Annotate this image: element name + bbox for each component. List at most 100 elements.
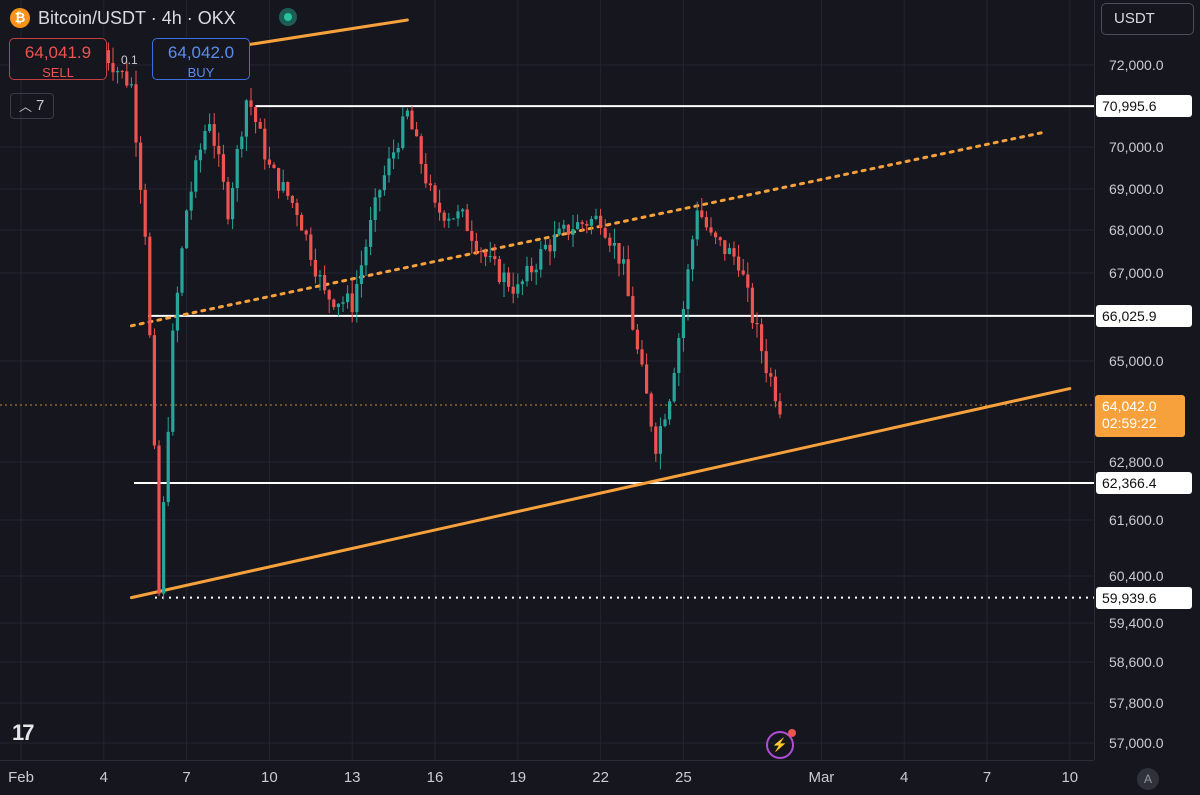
candle-body <box>272 164 276 169</box>
candle-body <box>608 237 612 246</box>
candle-body <box>520 281 524 285</box>
trendline-dotted <box>129 131 1044 328</box>
candle-body <box>332 299 336 308</box>
candle-body <box>594 215 598 220</box>
price-chart[interactable] <box>0 0 1094 760</box>
candle-body <box>346 293 350 303</box>
candle-body <box>557 228 561 235</box>
candle-body <box>516 284 520 294</box>
candle-body <box>778 401 782 415</box>
price-axis[interactable]: 72,000.0 70,000.0 69,000.0 68,000.0 67,000.0… <box>1094 0 1200 760</box>
candle-body <box>677 337 681 373</box>
candle-body <box>470 230 474 241</box>
candle-body <box>401 116 405 149</box>
candle-body <box>281 182 285 191</box>
spread-value: 0.1 <box>121 53 138 67</box>
candle-body <box>323 275 327 291</box>
price-tick-label: 69,000.0 <box>1109 181 1164 197</box>
candle-body <box>525 265 529 282</box>
candle-body <box>185 210 189 249</box>
candle-body <box>461 209 465 212</box>
candle-body <box>668 401 672 420</box>
candle-body <box>244 100 248 137</box>
price-tick-label: 68,000.0 <box>1109 222 1164 238</box>
time-axis[interactable]: Feb 4 7 10 13 16 19 22 25 Mar 4 7 10 <box>0 760 1094 795</box>
price-tick-label: 57,800.0 <box>1109 695 1164 711</box>
price-tick-label: 58,600.0 <box>1109 654 1164 670</box>
candle-body <box>162 502 166 594</box>
candle-body <box>378 190 382 198</box>
indicators-toggle[interactable]: ︿ 7 <box>10 93 54 119</box>
price-tick-label: 62,800.0 <box>1109 454 1164 470</box>
price-tick-label: 70,000.0 <box>1109 139 1164 155</box>
candle-body <box>175 292 179 331</box>
candle-body <box>488 256 492 258</box>
symbol-title[interactable]: Bitcoin/USDT · 4h · OKX <box>38 8 236 28</box>
candle-body <box>553 234 557 252</box>
candle-body <box>309 234 313 260</box>
candle-body <box>681 309 685 338</box>
candle-body <box>111 63 115 73</box>
auto-scale-button[interactable]: A <box>1137 768 1159 790</box>
current-price-tag: 64,042.0 02:59:22 <box>1095 395 1185 437</box>
time-tick-label: 4 <box>900 769 909 786</box>
chart-area[interactable]: ₿ Bitcoin/USDT · 4h · OKX 64,041.9 SELL … <box>0 0 1094 760</box>
candle-body <box>231 187 235 220</box>
time-tick-label: 16 <box>426 769 444 786</box>
tradingview-logo-icon[interactable]: 17 <box>12 720 35 745</box>
candle-body <box>760 324 764 352</box>
candle-body <box>433 185 437 203</box>
buy-button[interactable]: 64,042.0 BUY <box>152 38 250 80</box>
candle-body <box>589 219 593 226</box>
currency-select[interactable]: USDT <box>1101 3 1194 35</box>
candle-body <box>750 287 754 323</box>
candle-body <box>410 110 414 130</box>
candle-body <box>212 124 216 146</box>
candle-body <box>424 164 428 184</box>
candle-body <box>364 246 368 266</box>
time-tick-label: 10 <box>1061 769 1079 786</box>
candle-body <box>649 393 653 427</box>
candle-body <box>548 244 552 252</box>
candle-body <box>189 191 193 211</box>
price-tick-label: 59,400.0 <box>1109 615 1164 631</box>
bitcoin-logo-icon: ₿ <box>10 8 30 28</box>
candle-body <box>658 426 662 454</box>
horizontal-levels <box>0 105 1094 599</box>
candle-body <box>373 197 377 221</box>
candle-body <box>576 222 580 230</box>
time-tick-label: Feb <box>8 769 34 786</box>
time-tick-label: 19 <box>509 769 527 786</box>
candle-body <box>530 265 534 273</box>
candle-body <box>286 182 290 196</box>
flash-icon[interactable]: ⚡ <box>766 729 796 759</box>
candle-body <box>755 322 759 325</box>
candle-body <box>166 431 170 503</box>
candle-body <box>217 145 221 155</box>
candle-body <box>465 209 469 231</box>
candle-body <box>369 220 373 247</box>
time-tick-label: 7 <box>182 769 191 786</box>
candle-body <box>313 259 317 277</box>
candle-body <box>456 211 460 219</box>
candle-body <box>695 210 699 240</box>
candle-body <box>654 426 658 454</box>
candle-body <box>539 249 543 270</box>
chart-grid <box>0 0 1094 760</box>
time-tick-label: 10 <box>261 769 278 786</box>
sell-price: 64,041.9 <box>24 43 92 62</box>
time-tick-label: 7 <box>982 769 992 786</box>
candle-body <box>493 256 497 260</box>
candle-body <box>599 215 603 228</box>
candle-body <box>507 272 511 287</box>
price-tick-label: 72,000.0 <box>1109 57 1164 73</box>
candle-body <box>148 236 152 336</box>
candle-body <box>267 159 271 165</box>
candle-body <box>622 259 626 264</box>
market-status-icon[interactable] <box>279 8 297 26</box>
candle-body <box>415 129 419 137</box>
sell-button[interactable]: 64,041.9 SELL <box>9 38 107 80</box>
candle-body <box>612 242 616 246</box>
candle-body <box>723 240 727 254</box>
candle-body <box>497 259 501 283</box>
